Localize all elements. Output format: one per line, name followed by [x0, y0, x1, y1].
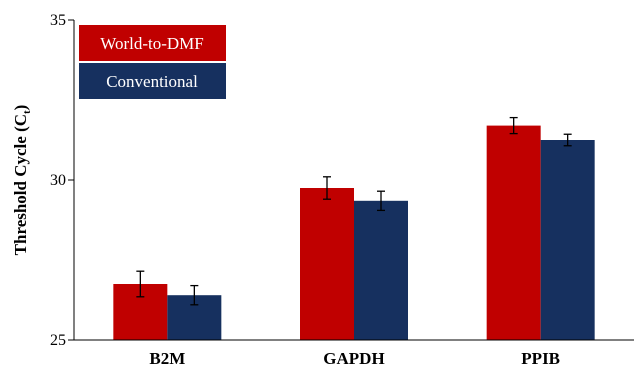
x-category-label: GAPDH	[323, 349, 384, 368]
legend-label-world-to-dmf: World-to-DMF	[100, 34, 203, 53]
x-category-label: PPIB	[521, 349, 560, 368]
x-category-label: B2M	[149, 349, 185, 368]
bar-conventional-gapdh	[354, 200, 408, 340]
bar-world-to-dmf-gapdh	[300, 188, 354, 340]
bar-world-to-dmf-ppib	[486, 125, 541, 340]
x-axis-categories: B2M GAPDH PPIB	[149, 349, 560, 368]
legend-swatch-world-to-dmf	[79, 25, 226, 61]
legend: World-to-DMF Conventional	[79, 25, 226, 99]
y-axis-label: Threshold Cycle (Ct)	[11, 105, 33, 256]
legend-swatch-conventional	[79, 63, 226, 99]
plot-area	[113, 116, 595, 340]
y-tick-label: 25	[50, 332, 66, 349]
bar-conventional-ppib	[540, 140, 595, 340]
y-tick-label: 35	[50, 12, 66, 29]
y-axis-ticks: 25 30 35	[50, 12, 74, 349]
legend-label-conventional: Conventional	[106, 72, 198, 91]
y-tick-label: 30	[50, 172, 66, 189]
